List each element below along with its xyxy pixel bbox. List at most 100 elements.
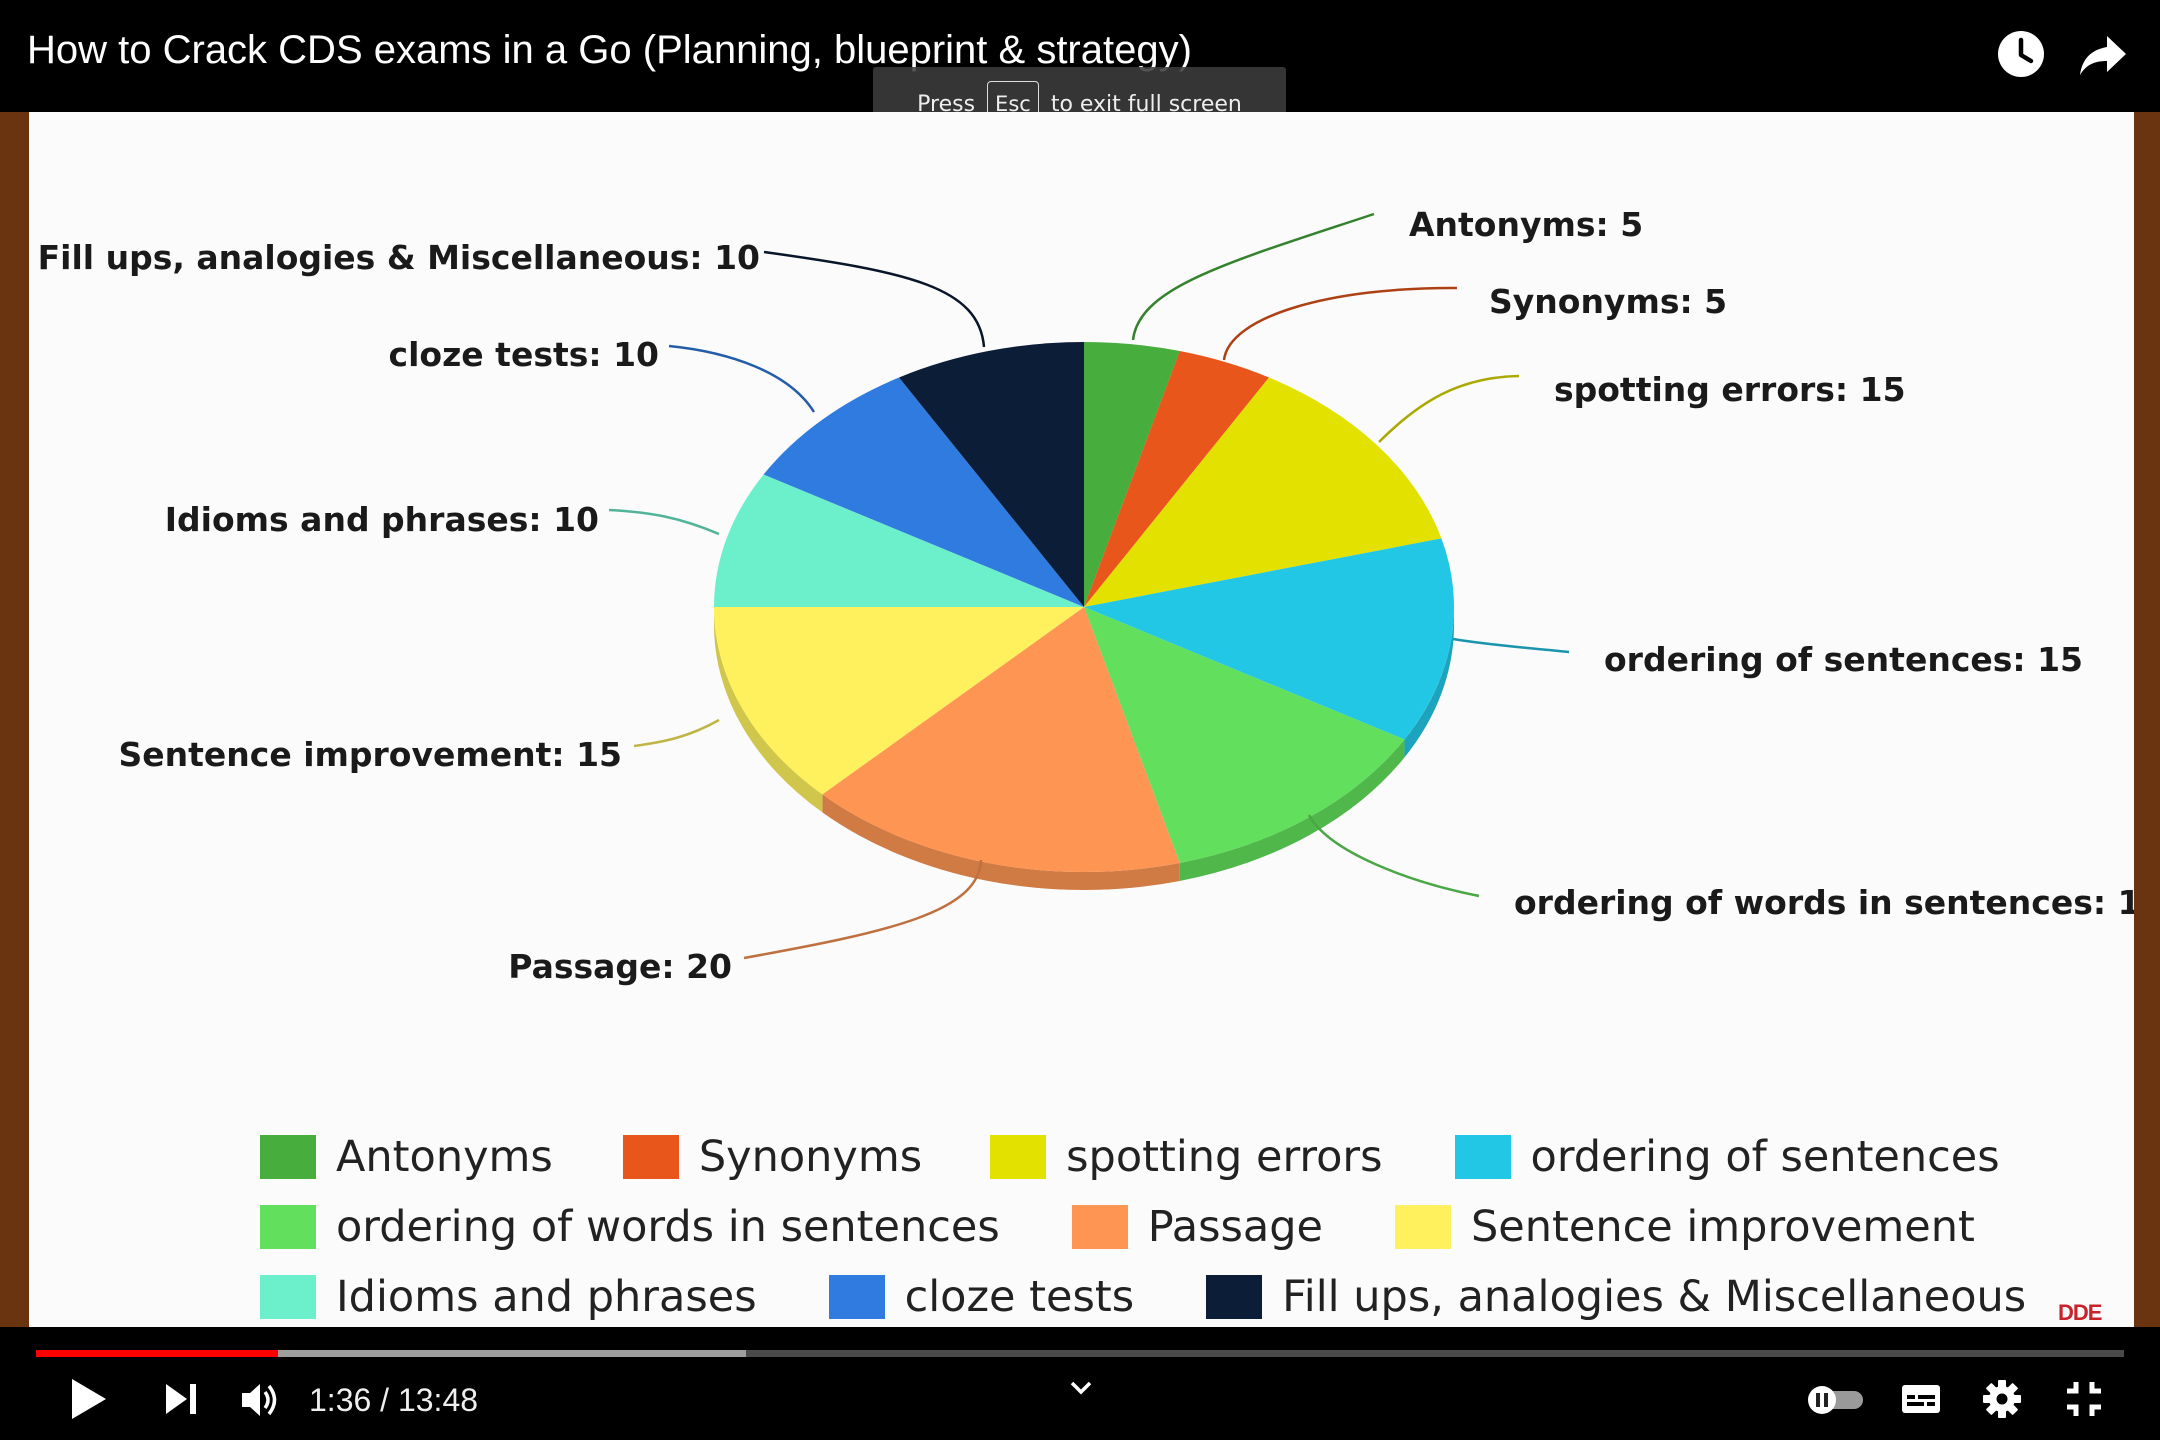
data-label-fill-ups-analogies-miscellaneous: Fill ups, analogies & Miscellaneous: 10 (38, 238, 760, 277)
gear-icon (1983, 1380, 2021, 1418)
chapters-toggle[interactable] (1068, 1379, 1094, 1397)
legend-item-antonyms: Antonyms (260, 1130, 553, 1184)
progress-buffered (36, 1350, 746, 1357)
data-label-spotting-errors: spotting errors: 15 (1554, 370, 1906, 409)
pie-chart: Antonyms: 5 Synonyms: 5 spotting errors: 1… (38, 205, 2134, 986)
leader-line-antonyms (1131, 212, 1375, 341)
leader-line-idioms-and-phrases (608, 508, 720, 536)
leader-line-spotting-errors (1378, 374, 1520, 443)
leader-line-ordering-of-words-in-sentences (1307, 814, 1480, 898)
leader-line-fill-ups-analogies-miscellaneous (763, 250, 986, 348)
legend-label: Idioms and phrases (336, 1272, 757, 1322)
player-controls: 1:36 / 13:48 (0, 1327, 2160, 1440)
pie-slice-spotting-errors (1084, 377, 1442, 607)
pie-slice-cloze-tests (763, 377, 1084, 607)
captions-button[interactable] (1900, 1383, 1942, 1415)
pie-slice-fill-ups-analogies-miscellaneous (899, 342, 1084, 607)
legend-row: Antonyms Synonyms spotting errors orderi… (260, 1130, 2000, 1184)
data-label-synonyms: Synonyms: 5 (1489, 282, 1727, 321)
legend-swatch (1071, 1205, 1128, 1249)
legend-swatch (990, 1135, 1047, 1179)
next-icon (166, 1384, 196, 1414)
next-button[interactable] (163, 1380, 199, 1418)
legend-item-ordering-of-sentences: ordering of sentences (1454, 1130, 2000, 1184)
data-label-idioms-and-phrases: Idioms and phrases: 10 (165, 500, 599, 539)
legend-label: cloze tests (904, 1272, 1135, 1322)
legend-item-passage: Passage (1071, 1200, 1324, 1254)
pie-slice-ordering-of-words-in-sentences (1084, 607, 1405, 863)
data-label-cloze-tests: cloze tests: 10 (389, 335, 659, 374)
legend-label: Synonyms (698, 1132, 923, 1182)
clock-icon (1998, 31, 2044, 77)
autoplay-toggle-icon (1808, 1386, 1863, 1414)
play-icon (72, 1379, 106, 1419)
watch-later-button[interactable] (1995, 28, 2047, 80)
time-display: 1:36 / 13:48 (309, 1382, 479, 1418)
data-label-ordering-of-sentences: ordering of sentences: 15 (1604, 640, 2083, 679)
legend-item-sentence-improvement: Sentence improvement (1395, 1200, 1975, 1254)
legend-swatch (828, 1275, 885, 1319)
pie-sides (714, 607, 1454, 890)
legend-swatch (260, 1205, 316, 1249)
exit-fullscreen-button[interactable] (2064, 1379, 2104, 1419)
data-label-antonyms: Antonyms: 5 (1409, 205, 1643, 244)
data-label-passage: Passage: 20 (508, 947, 732, 986)
legend-row: ordering of words in sentences Passage S… (260, 1200, 1975, 1254)
legend-label: Fill ups, analogies & Miscellaneous (1282, 1272, 2027, 1322)
legend-label: ordering of words in sentences (336, 1202, 1000, 1252)
leader-line-passage (743, 859, 983, 960)
pie-slice-sentence-improvement (714, 607, 1084, 795)
pie-side-passage (822, 794, 1180, 890)
legend-item-synonyms: Synonyms (622, 1130, 923, 1184)
pie-side-ordering-of-sentences (1404, 607, 1454, 758)
legend-label: Antonyms (336, 1132, 553, 1182)
leader-line-ordering-of-sentences (1452, 637, 1570, 654)
legend-item-spotting-errors: spotting errors (990, 1130, 1383, 1184)
video-title[interactable]: How to Crack CDS exams in a Go (Planning… (27, 28, 1192, 72)
volume-button[interactable] (239, 1379, 281, 1421)
leader-line-synonyms (1222, 286, 1458, 361)
pie-side-sentence-improvement (714, 607, 823, 813)
legend-label: ordering of sentences (1530, 1132, 2000, 1182)
legend-item-idioms-and-phrases: Idioms and phrases (260, 1270, 757, 1324)
legend-row: Idioms and phrases cloze tests Fill ups,… (260, 1270, 2026, 1324)
data-label-sentence-improvement: Sentence improvement: 15 (118, 735, 622, 774)
legend-label: spotting errors (1066, 1132, 1383, 1182)
leader-line-sentence-improvement (633, 718, 720, 748)
settings-button[interactable] (1982, 1379, 2022, 1419)
share-arrow-icon (2080, 36, 2126, 75)
pie-labels: Antonyms: 5 Synonyms: 5 spotting errors: 1… (38, 205, 2134, 986)
legend-swatch (260, 1135, 316, 1179)
legend-swatch (1395, 1205, 1452, 1249)
pie-slice-antonyms (1084, 342, 1180, 607)
player-top-bar: How to Crack CDS exams in a Go (Planning… (0, 0, 2160, 141)
legend-item-cloze-tests: cloze tests (828, 1270, 1135, 1324)
legend-item-ordering-of-words: ordering of words in sentences (260, 1200, 1000, 1254)
captions-icon (1902, 1385, 1940, 1413)
legend-swatch (1206, 1275, 1263, 1319)
autoplay-toggle[interactable] (1805, 1382, 1867, 1416)
data-label-ordering-of-words-in-sentences: ordering of words in sentences: 1 (1514, 883, 2134, 922)
legend-label: Sentence improvement (1471, 1202, 1975, 1252)
volume-icon (242, 1384, 277, 1416)
progress-played (36, 1350, 279, 1357)
pie-slice-ordering-of-sentences (1084, 538, 1455, 740)
legend-swatch (622, 1135, 679, 1179)
legend-label: Passage (1147, 1202, 1324, 1252)
slide: Antonyms: 5 Synonyms: 5 spotting errors: 1… (29, 112, 2134, 1327)
play-button[interactable] (66, 1375, 110, 1423)
pie-slice-synonyms (1084, 351, 1269, 607)
progress-bar[interactable] (36, 1350, 2124, 1357)
legend-item-fill-ups: Fill ups, analogies & Miscellaneous (1206, 1270, 2026, 1324)
legend-swatch (1454, 1135, 1511, 1179)
video-frame[interactable]: Antonyms: 5 Synonyms: 5 spotting errors: 1… (0, 112, 2160, 1327)
pie-slice-passage (822, 607, 1180, 872)
legend-swatch (260, 1275, 316, 1319)
exit-fullscreen-icon (2067, 1382, 2101, 1416)
pie-slices (714, 342, 1455, 872)
pie-slice-idioms-and-phrases (714, 474, 1084, 607)
share-button[interactable] (2078, 30, 2128, 80)
pie-side-ordering-of-words-in-sentences (1179, 739, 1405, 881)
chevron-down-icon (1070, 1381, 1092, 1395)
channel-watermark: DDE (2058, 1300, 2102, 1325)
